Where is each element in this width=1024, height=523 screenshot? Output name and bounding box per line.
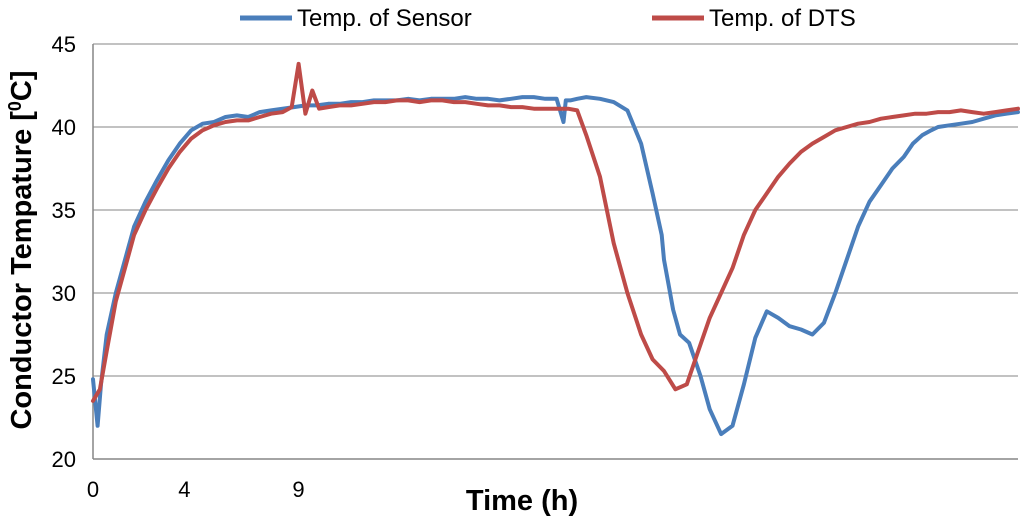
x-tick-label: 0 [87, 477, 99, 502]
x-axis-title: Time (h) [466, 485, 578, 517]
y-tick-label: 40 [52, 115, 76, 140]
y-axis-title-tail: C] [6, 70, 38, 101]
series-lines [91, 61, 1020, 437]
y-tick-label: 35 [52, 198, 76, 223]
x-axis-tick-labels: 0 4 9 [87, 477, 305, 502]
y-axis-tick-labels: 20 25 30 35 40 45 [52, 32, 76, 472]
y-axis-title: Conductor Tempature [0C] [5, 70, 38, 429]
series-line-sensor [91, 95, 1020, 437]
y-tick-label: 25 [52, 364, 76, 389]
y-axis-title-superscript: 0 [5, 101, 25, 111]
series-line-dts [91, 61, 1020, 403]
gridlines [93, 43, 1018, 377]
x-tick-label: 9 [292, 477, 304, 502]
y-axis-title-main: Conductor Tempature [ [6, 111, 38, 430]
y-tick-label: 20 [52, 447, 76, 472]
y-tick-label: 30 [52, 281, 76, 306]
y-tick-label: 45 [52, 32, 76, 57]
legend: Temp. of Sensor Temp. of DTS [240, 5, 856, 32]
legend-label-dts: Temp. of DTS [709, 5, 856, 32]
legend-label-sensor: Temp. of Sensor [297, 5, 472, 32]
x-tick-label: 4 [178, 477, 190, 502]
